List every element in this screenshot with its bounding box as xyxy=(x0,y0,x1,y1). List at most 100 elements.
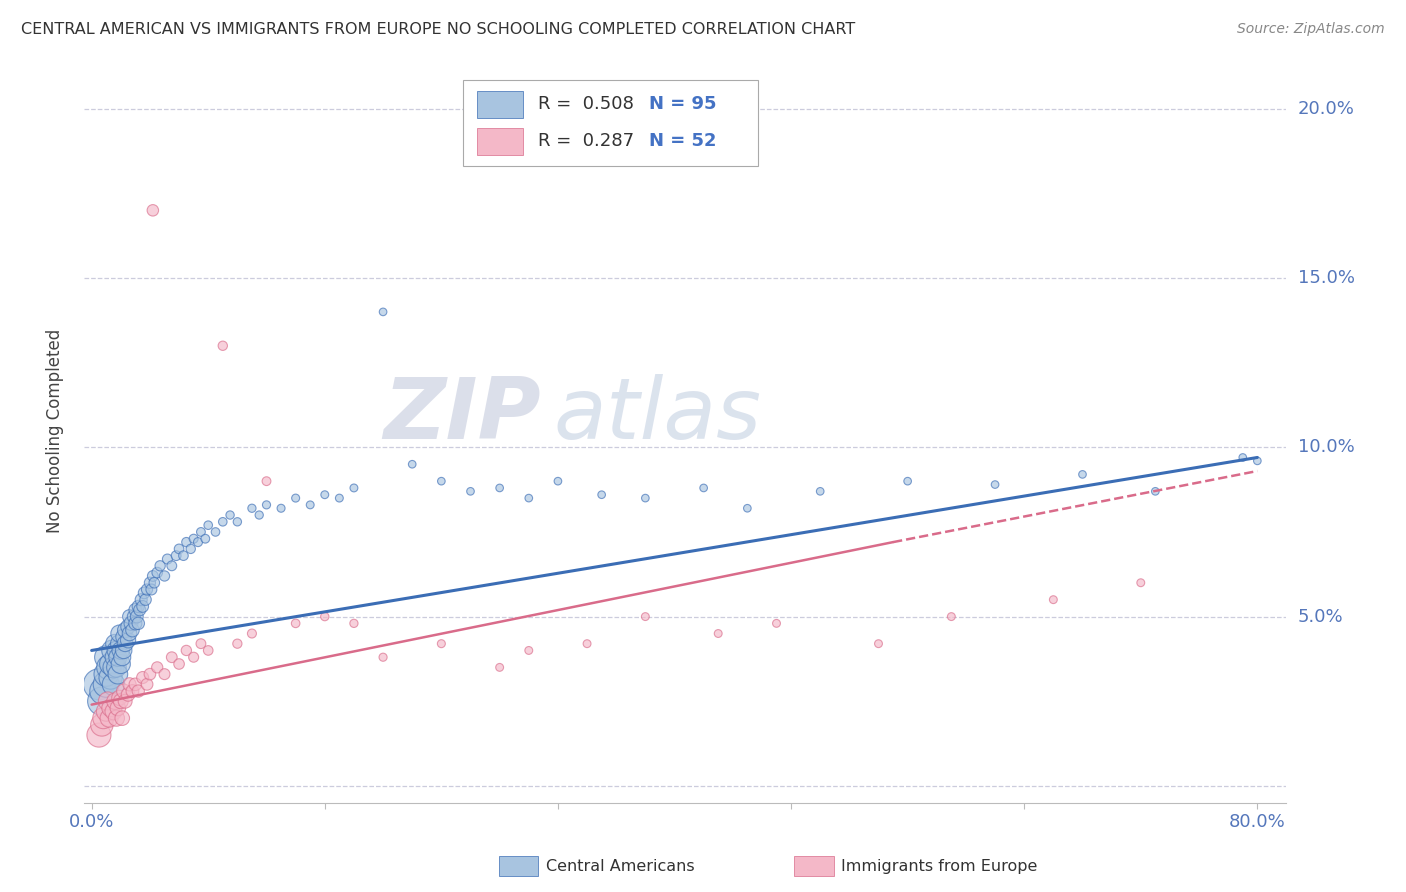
Point xyxy=(100,671,122,685)
Point xyxy=(114,637,136,651)
Point xyxy=(127,616,149,631)
Point xyxy=(87,677,110,691)
Point xyxy=(172,549,194,563)
Point xyxy=(96,677,118,691)
Point xyxy=(107,650,129,665)
Point xyxy=(100,657,122,671)
Point xyxy=(98,660,121,674)
Point xyxy=(343,481,366,495)
Point xyxy=(1071,467,1094,482)
Point xyxy=(183,532,205,546)
Point xyxy=(142,203,165,218)
Point xyxy=(187,535,209,549)
Point xyxy=(160,558,183,573)
Text: CENTRAL AMERICAN VS IMMIGRANTS FROM EUROPE NO SCHOOLING COMPLETED CORRELATION CH: CENTRAL AMERICAN VS IMMIGRANTS FROM EURO… xyxy=(21,22,855,37)
Point xyxy=(124,616,146,631)
Point xyxy=(146,660,169,674)
Point xyxy=(371,305,394,319)
Point xyxy=(547,474,569,488)
Point xyxy=(299,498,322,512)
Point xyxy=(211,339,233,353)
Point xyxy=(105,660,128,674)
Point xyxy=(132,586,155,600)
Point xyxy=(108,690,131,705)
Point xyxy=(108,637,131,651)
Y-axis label: No Schooling Completed: No Schooling Completed xyxy=(45,328,63,533)
Point xyxy=(96,705,118,719)
Point xyxy=(135,592,157,607)
Point xyxy=(117,633,139,648)
Point xyxy=(111,650,134,665)
Point xyxy=(143,575,166,590)
Point xyxy=(125,609,148,624)
Point xyxy=(117,688,139,702)
Point xyxy=(103,677,125,691)
Point xyxy=(204,524,226,539)
Point xyxy=(256,498,278,512)
Point xyxy=(197,518,219,533)
Point xyxy=(104,637,127,651)
Point xyxy=(110,694,132,708)
Point xyxy=(98,711,121,725)
Point xyxy=(576,637,599,651)
Point xyxy=(167,541,190,556)
Point xyxy=(90,718,112,732)
Point xyxy=(104,694,127,708)
Point xyxy=(107,701,129,715)
Point xyxy=(707,626,730,640)
Text: atlas: atlas xyxy=(553,374,761,457)
Point xyxy=(1232,450,1254,465)
Point xyxy=(343,616,366,631)
Point xyxy=(488,660,510,674)
Point xyxy=(460,484,482,499)
Point xyxy=(153,569,176,583)
Point xyxy=(160,650,183,665)
Point xyxy=(165,549,187,563)
Point xyxy=(1144,484,1167,499)
FancyBboxPatch shape xyxy=(463,80,758,166)
Point xyxy=(114,623,136,637)
Point xyxy=(149,558,172,573)
Point xyxy=(142,569,165,583)
Point xyxy=(91,711,114,725)
Text: N = 52: N = 52 xyxy=(650,132,717,151)
Text: 5.0%: 5.0% xyxy=(1298,607,1343,625)
Point xyxy=(284,616,307,631)
Text: R =  0.287: R = 0.287 xyxy=(537,132,634,151)
Point xyxy=(167,657,190,671)
Point xyxy=(430,474,453,488)
Point xyxy=(128,603,150,617)
Point xyxy=(517,491,540,505)
Point xyxy=(190,524,212,539)
Point xyxy=(111,711,134,725)
Point xyxy=(136,677,159,691)
Point xyxy=(240,626,263,640)
Point xyxy=(240,501,263,516)
Point xyxy=(897,474,920,488)
Point xyxy=(194,532,217,546)
Point xyxy=(314,488,336,502)
Point xyxy=(124,677,146,691)
Point xyxy=(112,643,135,657)
Point xyxy=(180,541,202,556)
Text: Source: ZipAtlas.com: Source: ZipAtlas.com xyxy=(1237,22,1385,37)
Point xyxy=(120,616,142,631)
Point xyxy=(91,684,114,698)
Point xyxy=(110,657,132,671)
Point xyxy=(127,684,149,698)
Point xyxy=(87,728,110,742)
Text: 10.0%: 10.0% xyxy=(1298,438,1354,457)
Point xyxy=(118,609,141,624)
Point xyxy=(108,626,131,640)
Point xyxy=(1246,454,1268,468)
Text: N = 95: N = 95 xyxy=(650,95,717,113)
Point xyxy=(430,637,453,651)
Point xyxy=(314,609,336,624)
Point xyxy=(868,637,890,651)
Point xyxy=(112,630,135,644)
Point xyxy=(984,477,1007,491)
Point xyxy=(1129,575,1152,590)
Point xyxy=(197,643,219,657)
Point xyxy=(156,552,179,566)
Point xyxy=(146,566,169,580)
